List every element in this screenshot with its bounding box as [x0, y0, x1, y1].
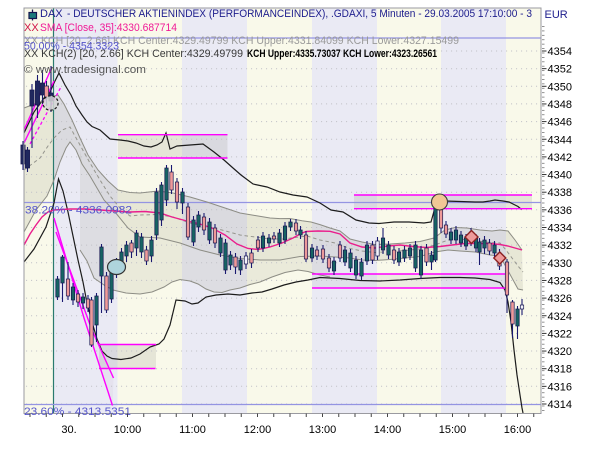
- svg-text:30.: 30.: [61, 424, 76, 436]
- svg-text:- DEUTSCHER AKTIENINDEX (PERFO: - DEUTSCHER AKTIENINDEX (PERFORMANCEINDE…: [67, 8, 532, 20]
- svg-text:4352: 4352: [548, 64, 572, 76]
- svg-text:4334: 4334: [548, 223, 572, 235]
- svg-text:16:00: 16:00: [504, 424, 532, 436]
- svg-text:23.60% - 4313.5351: 23.60% - 4313.5351: [24, 406, 131, 418]
- svg-text:DAX: DAX: [40, 8, 63, 20]
- svg-text:4322: 4322: [548, 328, 572, 340]
- svg-text:4340: 4340: [548, 170, 572, 182]
- svg-text:SMA [Close, 35]:4330.687714: SMA [Close, 35]:4330.687714: [40, 22, 177, 34]
- svg-text:4332: 4332: [548, 240, 572, 252]
- svg-text:4318: 4318: [548, 364, 572, 376]
- svg-text:4348: 4348: [548, 99, 572, 111]
- svg-text:XX KCH [20, 2.66] KCH Center:4: XX KCH [20, 2.66] KCH Center:4329.49799 …: [24, 35, 459, 47]
- svg-text:10:00: 10:00: [114, 424, 142, 436]
- svg-text:4320: 4320: [548, 346, 572, 358]
- svg-text:4346: 4346: [548, 117, 572, 129]
- svg-text:13:00: 13:00: [309, 424, 337, 436]
- svg-text:4324: 4324: [548, 311, 572, 323]
- svg-text:12:00: 12:00: [244, 424, 272, 436]
- svg-text:KCH Upper:4335.73037 KCH Lower: KCH Upper:4335.73037 KCH Lower:4323.2656…: [247, 48, 437, 60]
- svg-text:4338: 4338: [548, 187, 572, 199]
- svg-text:11:00: 11:00: [179, 424, 206, 436]
- svg-text:4316: 4316: [548, 381, 572, 393]
- svg-text:50.00% - 4354.3323: 50.00% - 4354.3323: [24, 41, 119, 53]
- svg-text:4350: 4350: [548, 81, 572, 93]
- svg-text:4330: 4330: [548, 258, 572, 270]
- svg-text:4326: 4326: [548, 293, 572, 305]
- svg-text:4328: 4328: [548, 275, 572, 287]
- svg-text:4344: 4344: [548, 134, 572, 146]
- svg-text:4336: 4336: [548, 205, 572, 217]
- svg-text:4354: 4354: [548, 46, 572, 58]
- svg-text:XX KCH(2) [20, 2.66] KCH Cente: XX KCH(2) [20, 2.66] KCH Center:4329.497…: [24, 48, 243, 60]
- svg-text:XX: XX: [24, 22, 39, 34]
- svg-text:4342: 4342: [548, 152, 572, 164]
- svg-text:15:00: 15:00: [439, 424, 467, 436]
- svg-text:4314: 4314: [548, 399, 572, 411]
- svg-text:© www.tradesignal.com: © www.tradesignal.com: [24, 64, 146, 76]
- svg-text:EUR: EUR: [545, 9, 568, 21]
- svg-text:14:00: 14:00: [374, 424, 402, 436]
- svg-text:38.20% - 4336.0982: 38.20% - 4336.0982: [25, 205, 132, 217]
